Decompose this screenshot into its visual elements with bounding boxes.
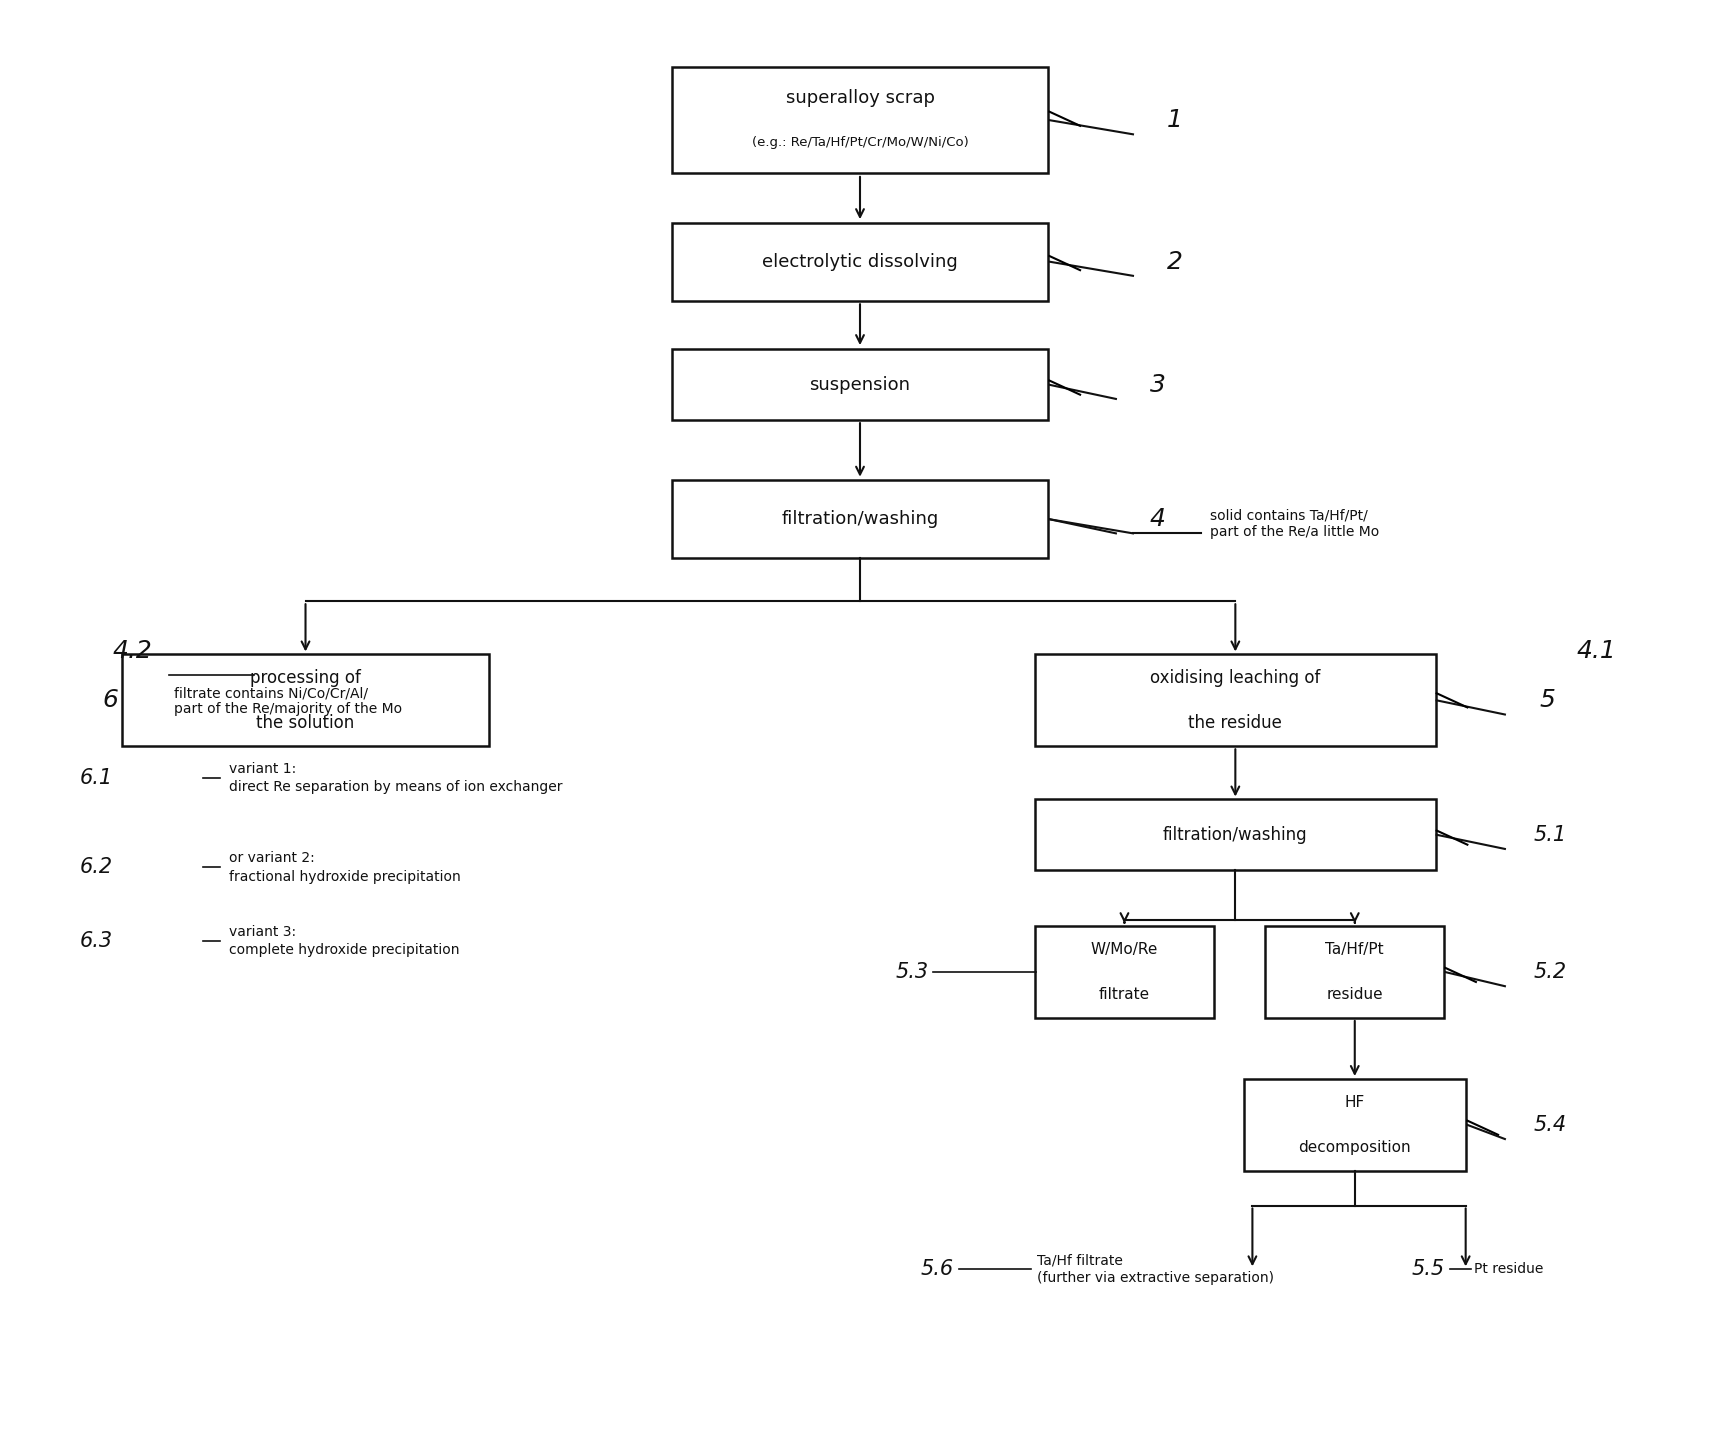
Text: filtration/washing: filtration/washing [1163,826,1307,843]
Text: the solution: the solution [256,714,354,732]
Text: Pt residue: Pt residue [1474,1262,1543,1276]
Text: variant 1:
direct Re separation by means of ion exchanger: variant 1: direct Re separation by means… [229,762,562,795]
Text: processing of: processing of [249,669,361,687]
Text: (e.g.: Re/Ta/Hf/Pt/Cr/Mo/W/Ni/Co): (e.g.: Re/Ta/Hf/Pt/Cr/Mo/W/Ni/Co) [752,136,968,149]
Bar [1244,1079,1465,1170]
Text: 5.2: 5.2 [1534,962,1567,982]
Bar [1035,926,1214,1017]
Text: or variant 2:
fractional hydroxide precipitation: or variant 2: fractional hydroxide preci… [229,852,461,883]
Text: 6: 6 [101,689,119,712]
Text: 3: 3 [1151,373,1166,397]
Text: 5.3: 5.3 [894,962,929,982]
Text: solid contains Ta/Hf/Pt/
part of the Re/a little Mo: solid contains Ta/Hf/Pt/ part of the Re/… [1209,509,1379,539]
Bar [122,654,488,746]
Text: the residue: the residue [1189,714,1283,732]
Text: decomposition: decomposition [1299,1140,1410,1155]
Text: 5.1: 5.1 [1534,825,1567,845]
Text: 4: 4 [1151,507,1166,532]
Text: 6.3: 6.3 [79,930,114,950]
Text: 5.4: 5.4 [1534,1115,1567,1135]
Bar [1266,926,1445,1017]
Text: 5: 5 [1539,689,1555,712]
Text: 6.1: 6.1 [79,769,114,789]
Text: 5.5: 5.5 [1412,1259,1445,1279]
Text: 2: 2 [1168,250,1183,274]
Text: HF: HF [1345,1095,1366,1110]
Text: filtration/washing: filtration/washing [781,510,939,529]
Text: residue: residue [1326,987,1383,1002]
Text: superalloy scrap: superalloy scrap [786,89,934,107]
Bar [673,223,1047,300]
Text: filtrate contains Ni/Co/Cr/Al/
part of the Re/majority of the Mo: filtrate contains Ni/Co/Cr/Al/ part of t… [174,686,402,716]
Text: 1: 1 [1168,109,1183,131]
Text: 6.2: 6.2 [79,857,114,877]
Bar [1035,654,1436,746]
Text: 4.2: 4.2 [114,639,153,663]
Bar [1035,799,1436,870]
Text: Ta/Hf filtrate
(further via extractive separation): Ta/Hf filtrate (further via extractive s… [1037,1253,1275,1286]
Bar [673,350,1047,420]
Text: variant 3:
complete hydroxide precipitation: variant 3: complete hydroxide precipitat… [229,925,459,957]
Text: filtrate: filtrate [1099,987,1151,1002]
Text: suspension: suspension [810,376,910,394]
Text: 4.1: 4.1 [1577,639,1617,663]
Text: Ta/Hf/Pt: Ta/Hf/Pt [1326,942,1385,957]
Text: 5.6: 5.6 [920,1259,955,1279]
Text: W/Mo/Re: W/Mo/Re [1090,942,1158,957]
Bar [673,480,1047,559]
Text: oxidising leaching of: oxidising leaching of [1151,669,1321,687]
Text: electrolytic dissolving: electrolytic dissolving [762,253,958,270]
Bar [673,67,1047,173]
